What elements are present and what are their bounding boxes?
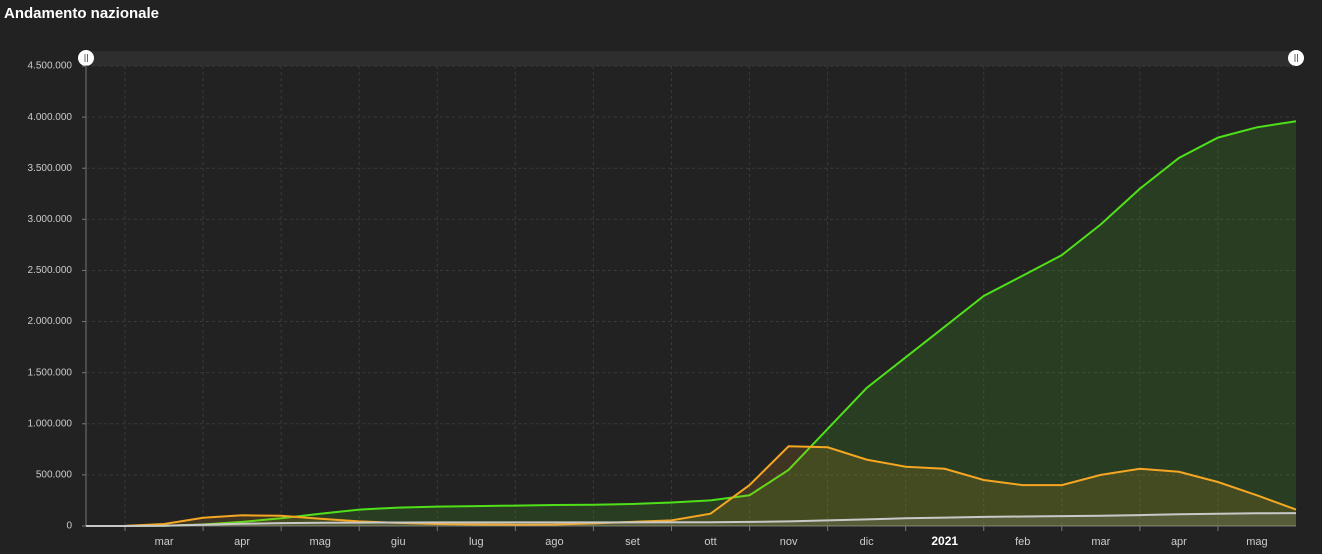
line [86, 512, 1297, 527]
x-tick-label: mar [1091, 536, 1110, 548]
line [86, 120, 1297, 527]
y-tick-label: 3.000.000 [28, 214, 73, 225]
x-tick-label: ago [545, 536, 563, 548]
x-tick-label: apr [1171, 536, 1187, 548]
x-tick-label: 2021 [931, 534, 958, 548]
x-tick-label: giu [391, 536, 406, 548]
y-tick-label: 500.000 [36, 470, 73, 481]
x-tick-label: feb [1015, 536, 1030, 548]
y-tick-label: 4.500.000 [28, 61, 73, 72]
area [86, 446, 1296, 526]
x-tick-label: lug [469, 536, 484, 548]
y-tick-label: 4.000.000 [28, 112, 73, 123]
x-tick-label: mag [1246, 536, 1267, 548]
y-tick-label: 2.500.000 [28, 265, 73, 276]
x-tick-label: apr [234, 536, 250, 548]
x-tick-label: mar [155, 536, 174, 548]
slider-handle-right[interactable] [1288, 50, 1304, 66]
area [86, 121, 1296, 526]
x-tick-label: ott [704, 536, 716, 548]
y-tick-label: 1.500.000 [28, 367, 73, 378]
slider-handle-left[interactable] [78, 50, 94, 66]
y-tick-label: 2.000.000 [28, 316, 73, 327]
y-tick-label: 3.500.000 [28, 163, 73, 174]
x-tick-label: set [625, 536, 640, 548]
x-tick-label: dic [860, 536, 875, 548]
chart-title: Andamento nazionale [4, 5, 159, 22]
x-tick-label: mag [309, 536, 330, 548]
y-tick-label: 0 [66, 521, 72, 532]
x-tick-label: nov [780, 536, 798, 548]
range-slider[interactable] [86, 51, 1296, 66]
y-tick-label: 1.000.000 [28, 418, 73, 429]
line [85, 445, 1297, 527]
